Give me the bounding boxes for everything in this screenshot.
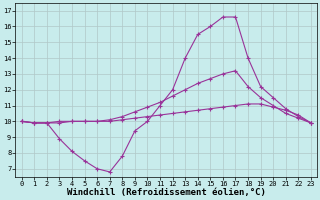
- X-axis label: Windchill (Refroidissement éolien,°C): Windchill (Refroidissement éolien,°C): [67, 188, 266, 197]
